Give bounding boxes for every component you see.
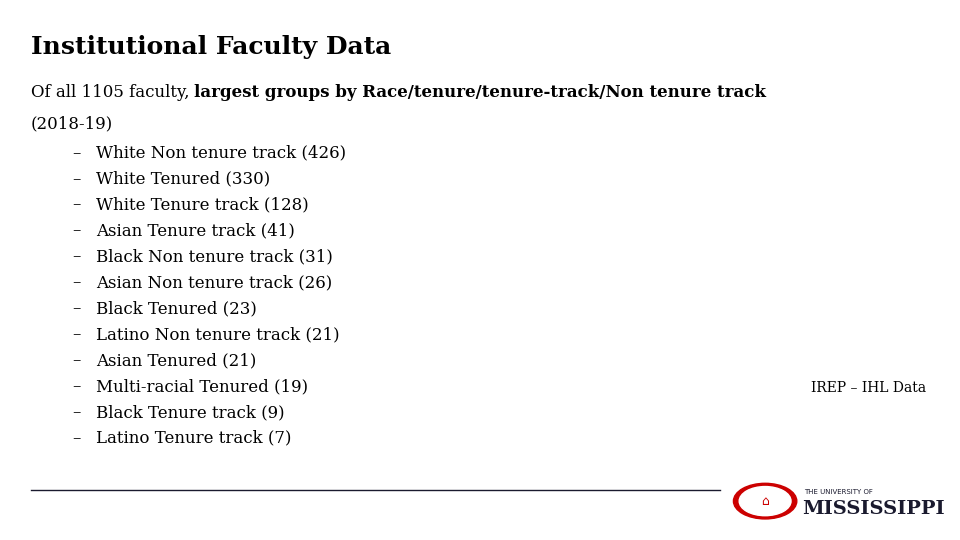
Text: Institutional Faculty Data: Institutional Faculty Data (31, 35, 391, 59)
Text: –: – (72, 222, 81, 239)
Text: Asian Tenure track (41): Asian Tenure track (41) (96, 222, 295, 239)
Text: –: – (72, 430, 81, 447)
Text: White Tenured (330): White Tenured (330) (96, 171, 271, 187)
Text: –: – (72, 145, 81, 161)
Text: Latino Tenure track (7): Latino Tenure track (7) (96, 430, 292, 447)
Text: Asian Tenured (21): Asian Tenured (21) (96, 352, 256, 369)
Text: ⌂: ⌂ (761, 495, 769, 508)
Text: –: – (72, 404, 81, 421)
Text: MISSISSIPPI: MISSISSIPPI (803, 500, 946, 518)
Text: –: – (72, 274, 81, 291)
Text: largest groups by Race/tenure/tenure-track/Non tenure track: largest groups by Race/tenure/tenure-tra… (195, 84, 766, 100)
Text: White Tenure track (128): White Tenure track (128) (96, 197, 309, 213)
Text: –: – (72, 300, 81, 317)
Text: Black Non tenure track (31): Black Non tenure track (31) (96, 248, 333, 265)
Text: White Non tenure track (426): White Non tenure track (426) (96, 145, 347, 161)
Text: Multi-racial Tenured (19): Multi-racial Tenured (19) (96, 378, 308, 395)
Text: –: – (72, 171, 81, 187)
Text: IREP – IHL Data: IREP – IHL Data (811, 381, 926, 395)
Text: Of all 1105 faculty,: Of all 1105 faculty, (31, 84, 195, 100)
Text: Asian Non tenure track (26): Asian Non tenure track (26) (96, 274, 332, 291)
Text: Black Tenured (23): Black Tenured (23) (96, 300, 257, 317)
Text: Latino Non tenure track (21): Latino Non tenure track (21) (96, 326, 340, 343)
Text: Black Tenure track (9): Black Tenure track (9) (96, 404, 284, 421)
Text: –: – (72, 326, 81, 343)
Text: –: – (72, 248, 81, 265)
Text: (2018-19): (2018-19) (31, 115, 113, 132)
Text: –: – (72, 378, 81, 395)
Text: –: – (72, 352, 81, 369)
Text: –: – (72, 197, 81, 213)
Text: THE UNIVERSITY OF: THE UNIVERSITY OF (804, 489, 874, 496)
